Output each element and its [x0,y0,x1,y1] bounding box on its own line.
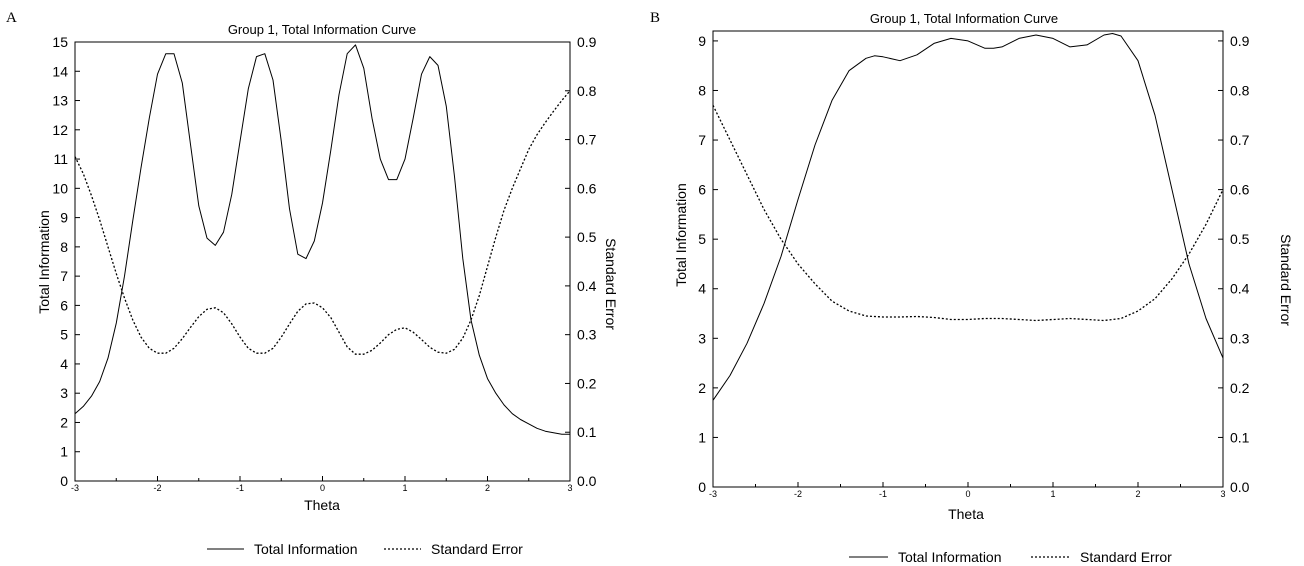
y-left-tick-label: 4 [60,356,68,372]
y-left-tick-label: 7 [60,268,68,284]
panel-b-y-axis-label-right: Standard Error [1278,234,1294,326]
x-tick-label: -2 [794,489,802,499]
x-tick-label: 3 [1220,489,1225,499]
panel-b-plot-frame [712,30,1224,488]
panel-a-x-axis-label: Theta [304,497,340,513]
y-left-tick-label: 10 [52,180,68,196]
panel-b-curves [712,33,1224,401]
x-tick-label: 1 [402,483,407,493]
panel-a-legend-label-se: Standard Error [431,541,523,557]
y-left-tick-label: 2 [60,414,68,430]
y-right-tick-label: 0.4 [577,278,597,294]
y-right-tick-label: 0.5 [577,229,597,245]
x-tick-label: -3 [709,489,717,499]
panel-a-ticks: -3 -2 -1 0 1 2 301234567891011121314150.00.10.… [52,34,596,493]
x-tick-label: 0 [320,483,325,493]
panel-b-ticks: -3 -2 -1 0 1 2 3 0 1 2 3 4 5 6 7 8 9 0.0 0.1 0.2 0.3 0.4 0.5 0.… [698,33,1249,499]
panel-b-title: Group 1, Total Information Curve [870,11,1058,26]
panel-b-legend: Total Information Standard Error [849,549,1172,565]
y-left-tick-label: 14 [52,63,68,79]
y-right-tick-label: 0.3 [577,327,597,343]
y-left-tick-label: 9 [698,33,706,49]
panel-b-label: B [650,10,660,26]
panel-a-legend-label-info: Total Information [254,541,358,557]
x-tick-label: -1 [236,483,244,493]
y-right-tick-label: 0.6 [1230,182,1250,198]
x-tick-label: 2 [485,483,490,493]
y-left-tick-label: 0 [698,479,706,495]
panel-a-title: Group 1, Total Information Curve [228,22,416,37]
y-left-tick-label: 1 [60,444,68,460]
total-information-curve [712,33,1224,401]
y-left-tick-label: 7 [698,132,706,148]
panel-a-y-axis-label-right: Standard Error [603,238,619,330]
y-left-tick-label: 3 [698,330,706,346]
y-left-tick-label: 6 [60,297,68,313]
y-left-tick-label: 13 [52,93,68,109]
y-left-tick-label: 2 [698,380,706,396]
y-right-tick-label: 0.2 [1230,380,1250,396]
y-left-tick-label: 4 [698,281,706,297]
y-right-tick-label: 0.5 [1230,231,1250,247]
panel-a-plot-frame [74,41,571,482]
y-left-tick-label: 5 [60,327,68,343]
y-right-tick-label: 0.7 [1230,132,1250,148]
panel-b-y-axis-label-left: Total Information [673,183,689,287]
y-left-tick-label: 3 [60,385,68,401]
y-right-tick-label: 0.9 [577,34,597,50]
y-right-tick-label: 0.4 [1230,281,1250,297]
y-right-tick-label: 0.6 [577,180,597,196]
y-left-tick-label: 6 [698,182,706,198]
y-right-tick-label: 0.7 [577,132,597,148]
y-right-tick-label: 0.9 [1230,33,1250,49]
x-tick-label: 3 [567,483,572,493]
x-tick-label: 1 [1050,489,1055,499]
x-tick-label: -3 [71,483,79,493]
panel-b-x-axis-label: Theta [948,506,984,522]
standard-error-curve [74,90,571,355]
y-left-tick-label: 11 [53,151,68,167]
y-right-tick-label: 0.8 [577,83,597,99]
y-left-tick-label: 15 [52,34,68,50]
y-left-tick-label: 5 [698,231,706,247]
x-tick-label: 2 [1135,489,1140,499]
y-left-tick-label: 0 [60,473,68,489]
y-right-tick-label: 0.8 [1230,82,1250,98]
y-left-tick-label: 8 [60,239,68,255]
y-left-tick-label: 12 [52,122,68,138]
panel-b-legend-label-se: Standard Error [1080,549,1172,565]
y-right-tick-label: 0.3 [1230,330,1250,346]
panel-a-curves [74,44,571,435]
total-information-curve [74,44,570,435]
x-tick-label: 0 [965,489,970,499]
y-right-tick-label: 0.0 [577,473,597,489]
panel-a-legend: Total Information Standard Error [207,541,523,557]
panel-a-y-axis-label-left: Total Information [36,210,52,314]
y-right-tick-label: 0.1 [577,424,597,440]
y-left-tick-label: 1 [698,429,706,445]
panel-b-legend-label-info: Total Information [898,549,1002,565]
panel-b: B Group 1, Total Information Curve -3 -2-… [650,10,1294,565]
standard-error-curve [712,105,1224,322]
y-right-tick-label: 0.1 [1230,429,1250,445]
panel-a: A Group 1, Total Information Curve -3 -2 -… [6,10,619,557]
panel-a-label: A [6,10,17,26]
y-left-tick-label: 8 [698,82,706,98]
y-right-tick-label: 0.2 [577,375,597,391]
x-tick-label: -2 [153,483,161,493]
y-right-tick-label: 0.0 [1230,479,1250,495]
y-left-tick-label: 9 [60,210,68,226]
x-tick-label: -1 [879,489,887,499]
